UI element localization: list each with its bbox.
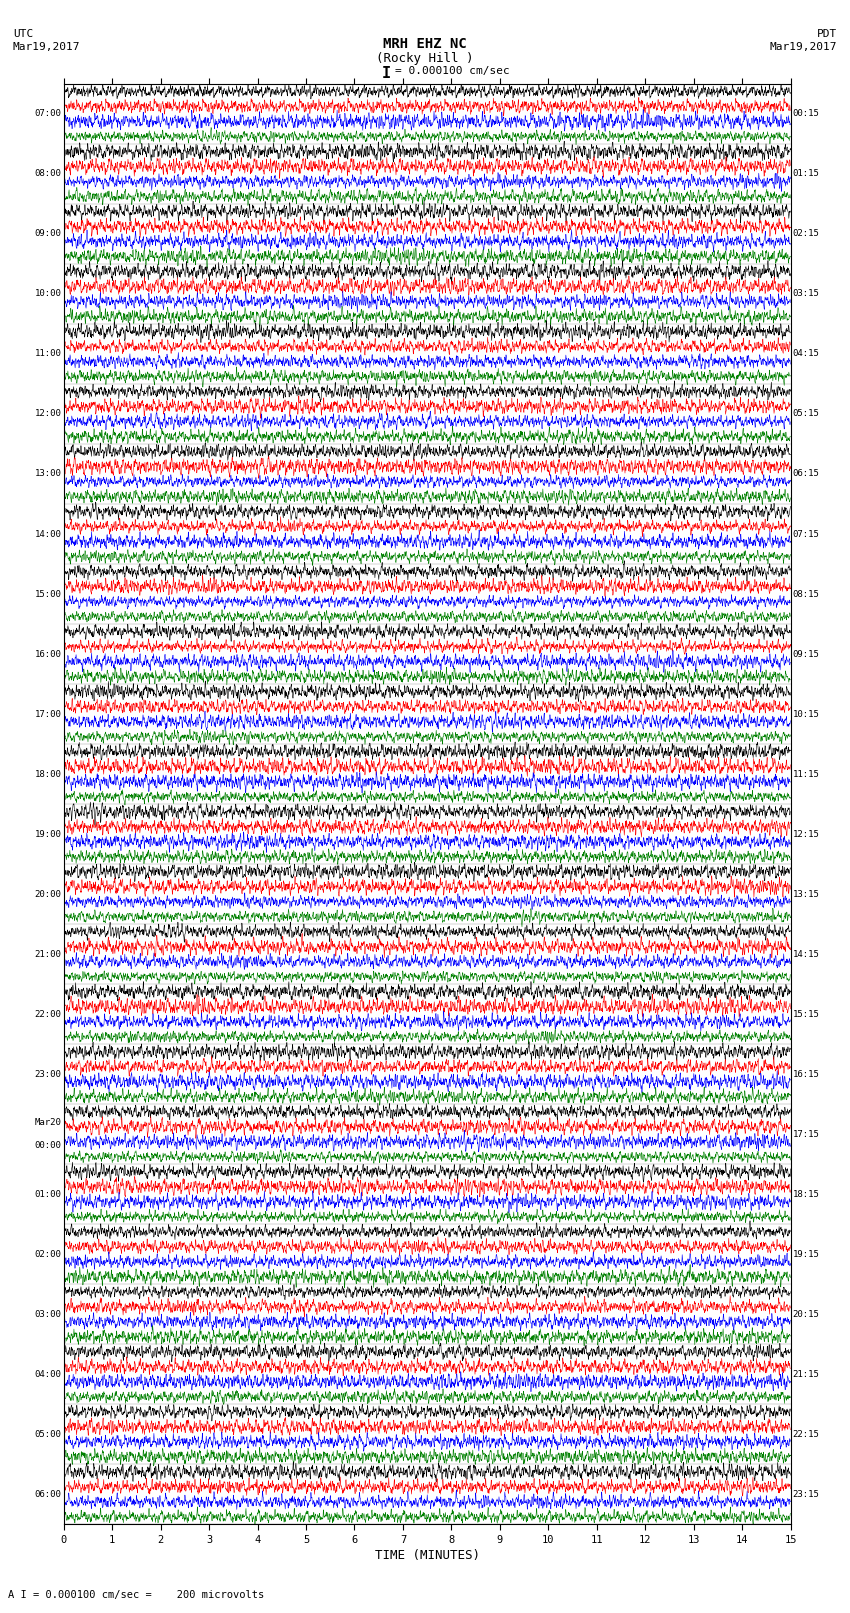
Text: = 0.000100 cm/sec: = 0.000100 cm/sec bbox=[395, 66, 510, 76]
Text: 05:15: 05:15 bbox=[793, 410, 819, 418]
Text: 01:00: 01:00 bbox=[35, 1190, 61, 1198]
Text: 02:15: 02:15 bbox=[793, 229, 819, 239]
Text: 12:00: 12:00 bbox=[35, 410, 61, 418]
Text: 16:00: 16:00 bbox=[35, 650, 61, 658]
Text: MRH EHZ NC: MRH EHZ NC bbox=[383, 37, 467, 52]
Text: 22:00: 22:00 bbox=[35, 1010, 61, 1019]
Text: (Rocky Hill ): (Rocky Hill ) bbox=[377, 52, 473, 65]
Text: 18:00: 18:00 bbox=[35, 769, 61, 779]
Text: I: I bbox=[382, 66, 391, 81]
Text: 17:15: 17:15 bbox=[793, 1129, 819, 1139]
Text: 15:00: 15:00 bbox=[35, 589, 61, 598]
Text: 05:00: 05:00 bbox=[35, 1429, 61, 1439]
Text: 11:15: 11:15 bbox=[793, 769, 819, 779]
Text: 21:15: 21:15 bbox=[793, 1369, 819, 1379]
Text: 21:00: 21:00 bbox=[35, 950, 61, 958]
Text: 00:00: 00:00 bbox=[35, 1142, 61, 1150]
Text: A I = 0.000100 cm/sec =    200 microvolts: A I = 0.000100 cm/sec = 200 microvolts bbox=[8, 1590, 264, 1600]
Text: 00:15: 00:15 bbox=[793, 110, 819, 118]
Text: 12:15: 12:15 bbox=[793, 829, 819, 839]
Text: 07:00: 07:00 bbox=[35, 110, 61, 118]
Text: 10:00: 10:00 bbox=[35, 289, 61, 298]
X-axis label: TIME (MINUTES): TIME (MINUTES) bbox=[375, 1548, 479, 1561]
Text: 06:15: 06:15 bbox=[793, 469, 819, 479]
Text: 22:15: 22:15 bbox=[793, 1429, 819, 1439]
Text: 14:15: 14:15 bbox=[793, 950, 819, 958]
Text: 11:00: 11:00 bbox=[35, 350, 61, 358]
Text: 07:15: 07:15 bbox=[793, 529, 819, 539]
Text: 06:00: 06:00 bbox=[35, 1490, 61, 1498]
Text: 04:15: 04:15 bbox=[793, 350, 819, 358]
Text: 23:15: 23:15 bbox=[793, 1490, 819, 1498]
Text: 17:00: 17:00 bbox=[35, 710, 61, 718]
Text: 13:15: 13:15 bbox=[793, 890, 819, 898]
Text: 18:15: 18:15 bbox=[793, 1190, 819, 1198]
Text: 09:00: 09:00 bbox=[35, 229, 61, 239]
Text: 16:15: 16:15 bbox=[793, 1069, 819, 1079]
Text: 08:15: 08:15 bbox=[793, 589, 819, 598]
Text: 14:00: 14:00 bbox=[35, 529, 61, 539]
Text: 10:15: 10:15 bbox=[793, 710, 819, 718]
Text: 03:00: 03:00 bbox=[35, 1310, 61, 1319]
Text: 08:00: 08:00 bbox=[35, 169, 61, 179]
Text: 20:15: 20:15 bbox=[793, 1310, 819, 1319]
Text: UTC: UTC bbox=[13, 29, 33, 39]
Text: Mar19,2017: Mar19,2017 bbox=[13, 42, 80, 52]
Text: 02:00: 02:00 bbox=[35, 1250, 61, 1258]
Text: 01:15: 01:15 bbox=[793, 169, 819, 179]
Text: 04:00: 04:00 bbox=[35, 1369, 61, 1379]
Text: 23:00: 23:00 bbox=[35, 1069, 61, 1079]
Text: 19:00: 19:00 bbox=[35, 829, 61, 839]
Text: 15:15: 15:15 bbox=[793, 1010, 819, 1019]
Text: 19:15: 19:15 bbox=[793, 1250, 819, 1258]
Text: 03:15: 03:15 bbox=[793, 289, 819, 298]
Text: 20:00: 20:00 bbox=[35, 890, 61, 898]
Text: 13:00: 13:00 bbox=[35, 469, 61, 479]
Text: Mar19,2017: Mar19,2017 bbox=[770, 42, 837, 52]
Text: Mar20: Mar20 bbox=[35, 1118, 61, 1127]
Text: 09:15: 09:15 bbox=[793, 650, 819, 658]
Text: PDT: PDT bbox=[817, 29, 837, 39]
